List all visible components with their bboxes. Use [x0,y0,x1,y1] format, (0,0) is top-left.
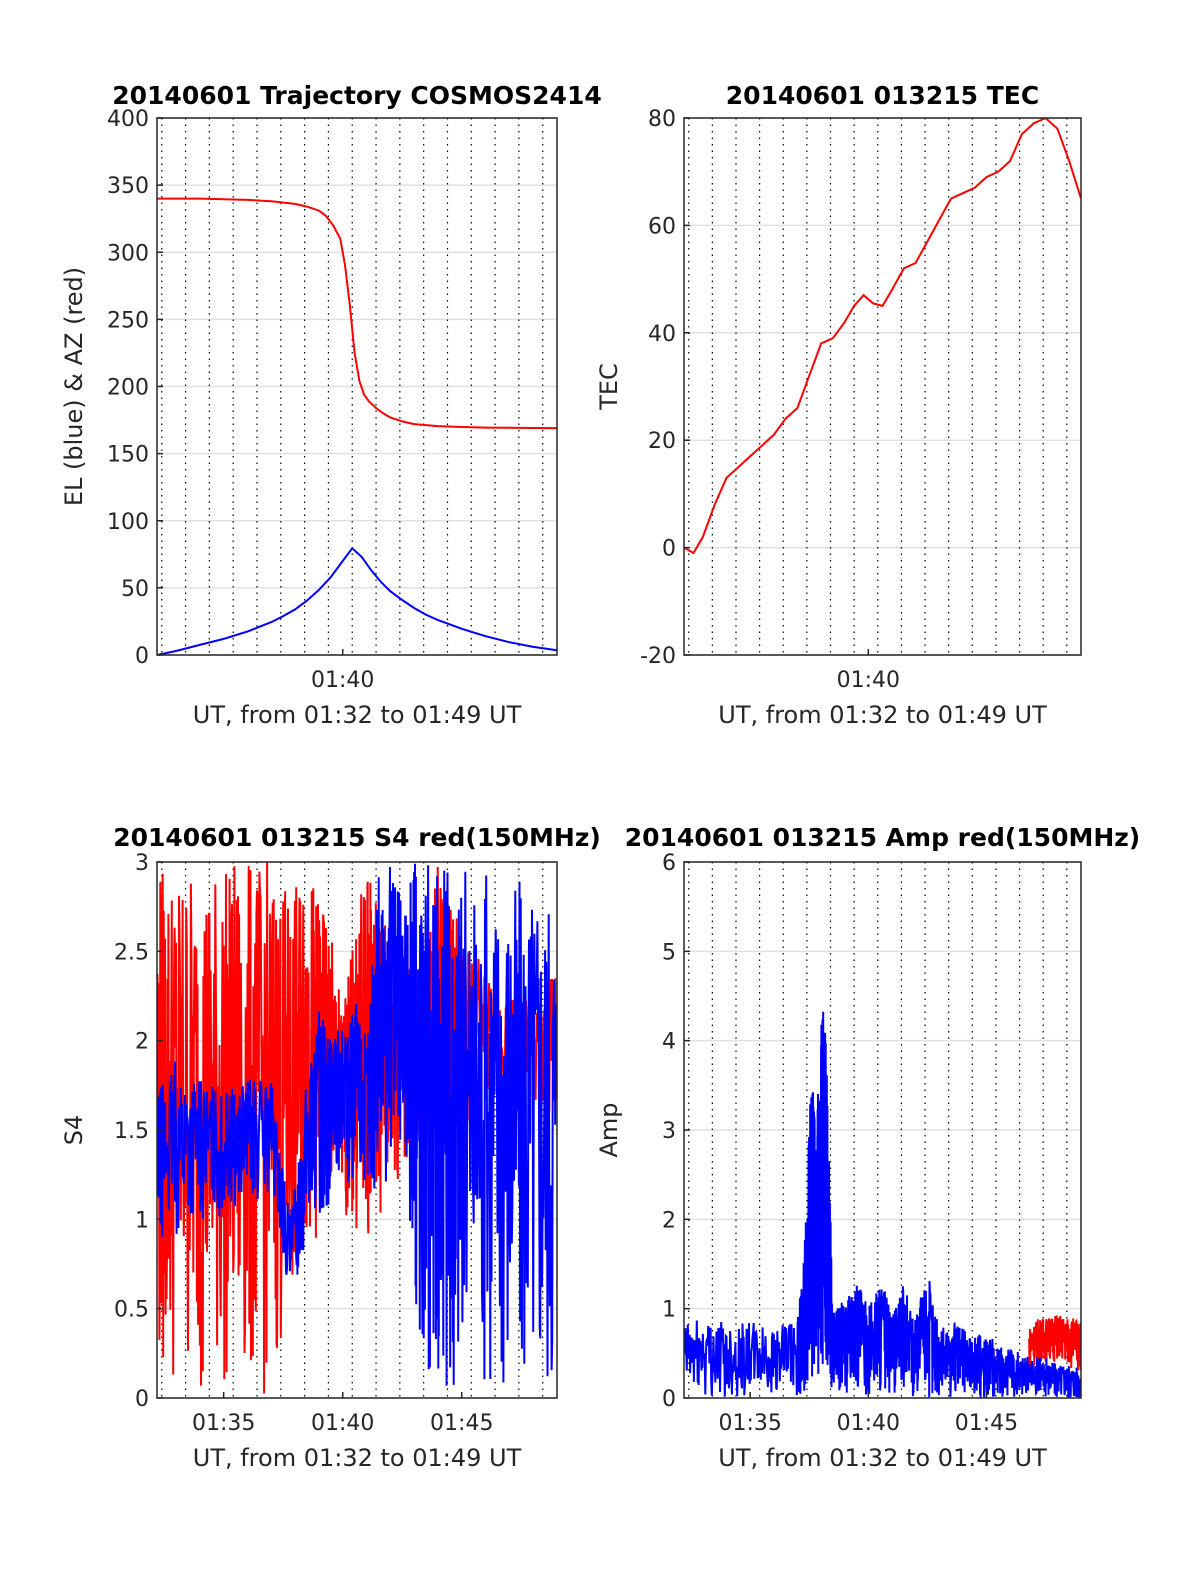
x-axis-label: UT, from 01:32 to 01:49 UT [193,701,522,729]
x-tick-label: 01:40 [837,668,900,693]
x-tick-label: 01:35 [192,1411,255,1436]
y-tick-label: 0 [135,644,149,669]
x-tick-label: 01:40 [311,668,374,693]
x-axis-label: UT, from 01:32 to 01:49 UT [718,1444,1047,1472]
series-group [684,118,1081,555]
y-tick-label: 50 [121,577,149,602]
y-tick-label: 60 [648,214,676,239]
y-tick-label: 200 [107,376,149,401]
y-tick-label: 0 [135,1387,149,1412]
chart-title: 20140601 013215 TEC [726,81,1039,110]
series-line-1 [157,197,557,430]
chart-panel-1: 0 50 100 150 200 250 300 350 400 01:40 20140601 Tr… [60,81,602,729]
y-tick-label: 3 [662,1119,676,1144]
x-axis-label: UT, from 01:32 to 01:49 UT [193,1444,522,1472]
y-tick-label: 0.5 [114,1298,149,1323]
y-tick-label: 0 [662,537,676,562]
series-line-2 [157,863,557,1386]
plot-area [684,118,1081,655]
chart-panel-3: 0 0.5 1 1.5 2 2.5 3 01:35 01:40 01:45 20140601 013… [60,823,601,1472]
y-tick-label: 0 [662,1387,676,1412]
y-tick-label: 2.5 [114,940,149,965]
y-tick-label: 40 [648,322,676,347]
x-tick-label: 01:40 [311,1411,374,1436]
y-tick-label: 350 [107,174,149,199]
y-tick-label: 4 [662,1030,676,1055]
y-tick-label: 6 [662,851,676,876]
x-axis-label: UT, from 01:32 to 01:49 UT [718,701,1047,729]
y-tick-label: 80 [648,107,676,132]
y-tick-label: 400 [107,107,149,132]
y-axis-label: EL (blue) & AZ (red) [60,267,88,506]
y-tick-label: 2 [135,1030,149,1055]
series-line-2 [157,546,557,655]
y-axis-label: TEC [595,363,623,411]
y-tick-label: 100 [107,510,149,535]
series-group [684,1011,1081,1398]
y-tick-label: 5 [662,940,676,965]
series-line-1 [1028,1315,1081,1371]
y-tick-label: 3 [135,851,149,876]
y-tick-label: 1 [662,1298,676,1323]
x-tick-label: 01:35 [718,1411,781,1436]
chart-panel-4: 0 1 2 3 4 5 6 01:35 01:40 01:45 20140601 013215 Am… [595,823,1140,1472]
chart-title: 20140601 Trajectory COSMOS2414 [112,81,602,110]
x-tick-label: 01:45 [955,1411,1018,1436]
x-tick-label: 01:45 [430,1411,493,1436]
y-tick-label: 250 [107,308,149,333]
series-group [157,862,557,1394]
series-group [157,197,557,655]
y-tick-label: 20 [648,429,676,454]
chart-title: 20140601 013215 S4 red(150MHz) [113,823,601,852]
y-axis-label: Amp [595,1102,623,1157]
series-line-1 [684,118,1081,555]
y-tick-label: 1 [135,1208,149,1233]
y-tick-label: 300 [107,241,149,266]
axes-box [683,117,1082,656]
y-tick-label: 2 [662,1208,676,1233]
y-tick-label: -20 [640,644,676,669]
chart-panel-2: -20 0 20 40 60 80 01:40 20140601 013215 TEC UT, … [595,81,1082,729]
x-tick-label: 01:40 [837,1411,900,1436]
y-tick-label: 150 [107,443,149,468]
y-axis-label: S4 [60,1115,88,1146]
y-tick-label: 1.5 [114,1119,149,1144]
chart-title: 20140601 013215 Amp red(150MHz) [625,823,1141,852]
series-line-2 [684,1011,1081,1398]
